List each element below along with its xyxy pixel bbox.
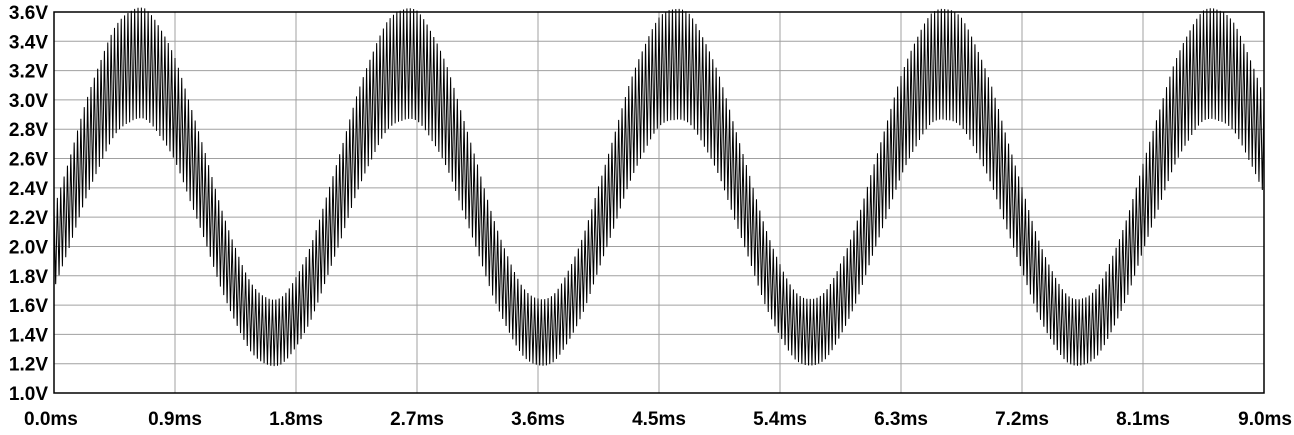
x-tick-label: 0.0ms	[24, 409, 78, 430]
y-tick-label: 2.0V	[9, 237, 48, 258]
y-tick-label: 3.6V	[9, 3, 48, 24]
y-tick-label: 3.0V	[9, 91, 48, 112]
x-tick-label: 4.5ms	[632, 409, 686, 430]
y-tick-label: 1.0V	[9, 384, 48, 405]
x-tick-label: 7.2ms	[995, 409, 1049, 430]
y-tick-label: 1.6V	[9, 296, 48, 317]
series-line-voltage	[53, 7, 1265, 367]
x-axis-tick-labels: 0.0ms 0.9ms 1.8ms 2.7ms 3.6ms 4.5ms 5.4ms 6.3ms…	[24, 409, 1292, 430]
y-tick-label: 3.4V	[9, 32, 48, 53]
y-tick-label: 3.2V	[9, 62, 48, 83]
y-tick-label: 1.2V	[9, 355, 48, 376]
y-tick-label: 1.8V	[9, 267, 48, 288]
x-tick-label: 0.9ms	[148, 409, 202, 430]
x-tick-label: 1.8ms	[269, 409, 323, 430]
x-tick-label: 9.0ms	[1238, 409, 1292, 430]
x-tick-label: 8.1ms	[1116, 409, 1170, 430]
y-tick-label: 2.6V	[9, 150, 48, 171]
y-tick-label: 2.8V	[9, 120, 48, 141]
y-tick-label: 2.4V	[9, 179, 48, 200]
x-tick-label: 3.6ms	[511, 409, 565, 430]
waveform-trace	[53, 7, 1265, 367]
x-tick-label: 6.3ms	[874, 409, 928, 430]
x-tick-label: 5.4ms	[753, 409, 807, 430]
x-tick-label: 2.7ms	[390, 409, 444, 430]
y-tick-label: 1.4V	[9, 325, 48, 346]
y-axis-tick-labels: 3.6V 3.4V 3.2V 3.0V 2.8V 2.6V 2.4V 2.2V 2.0V 1.8V…	[9, 3, 48, 405]
y-tick-label: 2.2V	[9, 208, 48, 229]
plot-frame	[53, 11, 1265, 394]
